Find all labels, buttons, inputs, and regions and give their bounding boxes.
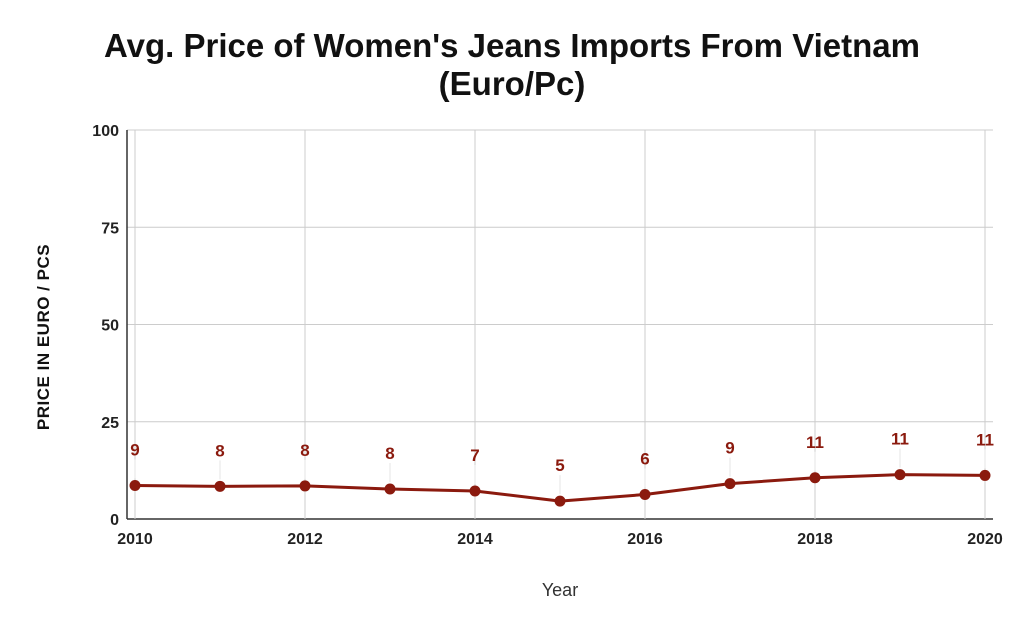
data-point	[299, 480, 311, 492]
data-point	[979, 469, 991, 481]
y-axis-label: PRICE IN EURO / PCS	[34, 244, 53, 430]
data-label-connectors	[134, 448, 986, 495]
data-label: 9	[130, 441, 139, 460]
data-point	[554, 495, 566, 507]
data-point	[724, 478, 736, 490]
data-label: 8	[385, 444, 394, 463]
data-labels: 9 8 8 8 7 5 6 9 11 11 11	[130, 430, 994, 475]
data-point	[639, 488, 651, 500]
y-tick-label: 25	[101, 415, 119, 432]
series-group	[129, 469, 991, 507]
x-axis-label: Year	[542, 580, 578, 600]
y-tick-label: 0	[110, 512, 119, 529]
data-point	[809, 472, 821, 484]
data-label: 11	[976, 430, 994, 449]
data-point	[384, 483, 396, 495]
x-tick-label: 2018	[797, 531, 833, 548]
x-tick-label: 2012	[287, 531, 323, 548]
data-label: 6	[640, 449, 649, 468]
data-label: 9	[725, 439, 734, 458]
data-point	[214, 480, 226, 492]
y-tick-label: 100	[92, 123, 119, 140]
x-tick-label: 2020	[967, 531, 1003, 548]
x-tick-label: 2014	[457, 531, 493, 548]
chart-title-line-2: (Euro/Pc)	[438, 65, 586, 102]
y-tick-label: 50	[101, 318, 119, 335]
data-point	[129, 480, 141, 492]
y-tick-labels: 0 25 50 75 100	[92, 123, 119, 529]
data-label: 11	[806, 433, 824, 452]
data-label: 11	[891, 430, 909, 449]
data-point	[894, 469, 906, 481]
data-label: 8	[215, 441, 224, 460]
x-tick-label: 2010	[117, 531, 153, 548]
y-tick-label: 75	[101, 220, 119, 237]
grid-lines	[126, 129, 993, 520]
data-point	[469, 485, 481, 497]
chart-title-line-1: Avg. Price of Women's Jeans Imports From…	[104, 27, 920, 64]
x-tick-label: 2016	[627, 531, 663, 548]
data-label: 7	[470, 446, 479, 465]
data-label: 5	[555, 456, 564, 475]
data-label: 8	[300, 441, 309, 460]
x-tick-labels: 2010 2012 2014 2016 2018 2020	[117, 531, 1003, 548]
